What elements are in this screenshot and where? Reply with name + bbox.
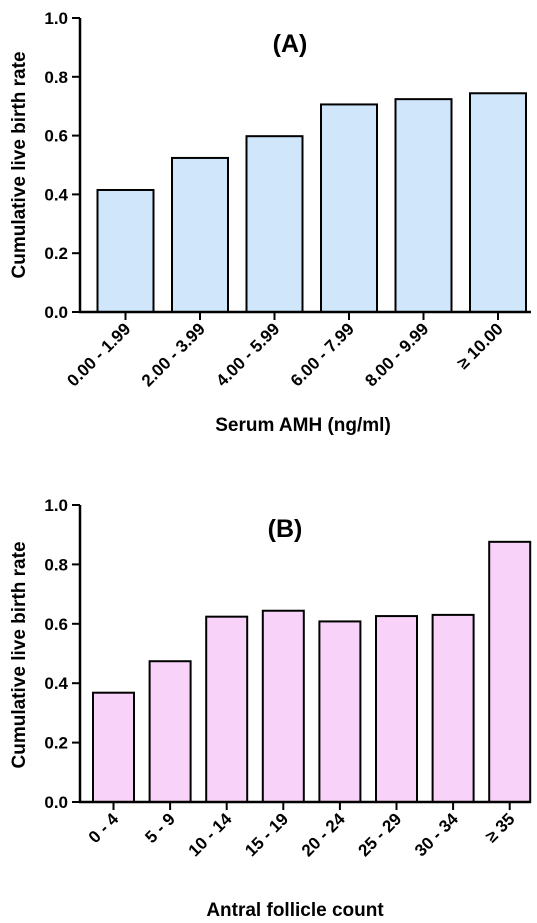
x-tick-label: 2.00 - 3.99: [138, 319, 209, 390]
bar-b-3: [261, 609, 305, 803]
x-axis-label-a: Serum AMH (ng/ml): [215, 415, 391, 436]
y-tick-label: 0.0: [44, 793, 68, 812]
y-tick-label: 0.8: [44, 68, 68, 87]
x-tick-label: 0 - 4: [85, 809, 123, 847]
bar-b-0: [92, 691, 135, 803]
y-tick-label: 0.6: [44, 127, 68, 146]
y-tick-label: 0.8: [44, 555, 68, 574]
bar-a-1: [171, 156, 229, 313]
y-tick-label: 0.0: [44, 303, 68, 322]
y-tick-label: 0.2: [44, 244, 68, 263]
x-axis-label-b: Antral follicle count: [206, 900, 384, 921]
y-tick-label: 0.6: [44, 615, 68, 634]
y-axis-label-a: Cumulative live birth rate: [9, 51, 30, 278]
bar-a-4: [394, 98, 453, 313]
bar-b-7: [488, 540, 532, 803]
x-tick-label: ≥ 35: [482, 809, 519, 846]
chart-panel-b: (B) Cumulative live birth rate Antral fo…: [9, 496, 532, 921]
y-tick-label: 1.0: [44, 9, 68, 28]
x-tick-label: 15 - 19: [241, 809, 292, 860]
bar-b-2: [205, 615, 249, 803]
x-tick-label: ≥ 10.00: [453, 319, 506, 372]
bar-a-0: [96, 188, 155, 314]
bar-b-1: [148, 660, 192, 803]
panel-label-b: (B): [268, 515, 303, 543]
x-tick-label: 0.00 - 1.99: [63, 319, 134, 390]
bar-b-6: [431, 613, 475, 804]
y-tick-label: 0.4: [44, 185, 68, 204]
chart-panel-a: (A) Cumulative live birth rate Serum AMH…: [9, 9, 531, 436]
y-tick-label: 0.4: [44, 674, 68, 693]
bar-a-5: [469, 92, 527, 313]
bar-b-4: [318, 620, 362, 804]
y-tick-label: 1.0: [44, 496, 68, 515]
panel-label-a: (A): [273, 30, 308, 58]
bar-a-2: [245, 135, 304, 313]
x-tick-label: 10 - 14: [185, 809, 236, 860]
x-tick-label: 8.00 - 9.99: [361, 319, 432, 390]
x-tick-label: 25 - 29: [354, 809, 405, 860]
x-tick-label: 5 - 9: [141, 809, 178, 846]
x-tick-label: 30 - 34: [411, 809, 462, 860]
bar-a-3: [320, 103, 378, 313]
y-tick-label: 0.2: [44, 734, 68, 753]
bar-b-5: [375, 615, 418, 803]
x-tick-label: 4.00 - 5.99: [212, 319, 283, 390]
y-axis-label-b: Cumulative live birth rate: [9, 541, 30, 768]
x-tick-label: 6.00 - 7.99: [287, 319, 358, 390]
x-tick-label: 20 - 24: [298, 809, 349, 860]
